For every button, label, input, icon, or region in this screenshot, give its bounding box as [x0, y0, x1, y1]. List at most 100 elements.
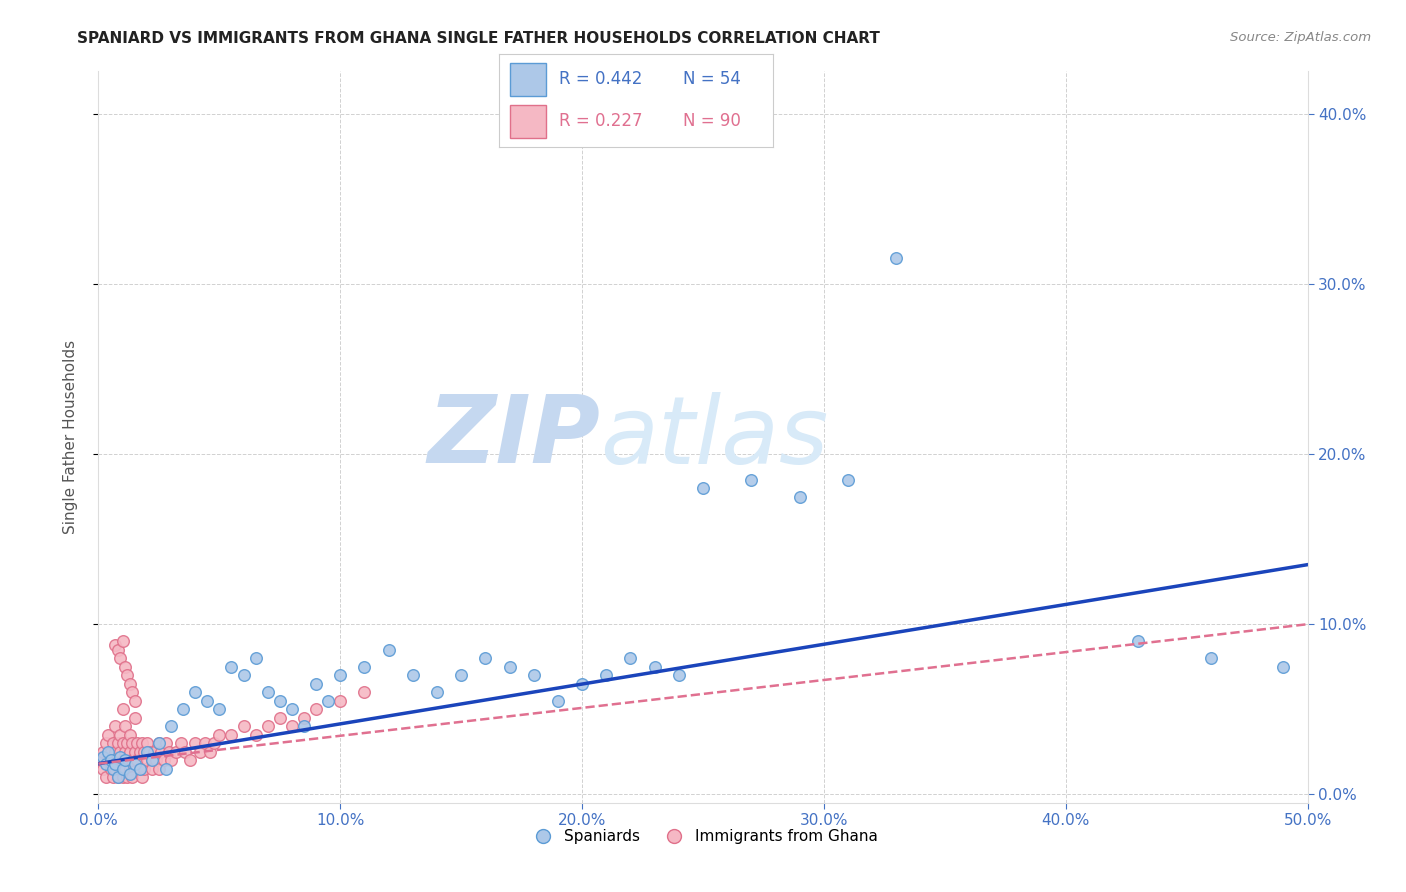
Point — [101, 736, 124, 750]
Point — [450, 668, 472, 682]
Point — [474, 651, 496, 665]
Point — [107, 770, 129, 784]
Point — [595, 668, 617, 682]
Text: N = 90: N = 90 — [683, 112, 741, 130]
Point — [148, 736, 170, 750]
Point — [94, 756, 117, 771]
Point — [104, 756, 127, 771]
Point — [114, 719, 136, 733]
Point — [101, 762, 124, 776]
Point — [195, 694, 218, 708]
Point — [90, 753, 112, 767]
Point — [353, 659, 375, 673]
Point — [789, 490, 811, 504]
Point — [837, 473, 859, 487]
Point — [256, 719, 278, 733]
Point — [107, 753, 129, 767]
Point — [94, 770, 117, 784]
Point — [108, 750, 131, 764]
Point — [104, 762, 127, 776]
Point — [523, 668, 546, 682]
Point — [108, 762, 131, 776]
Point — [152, 753, 174, 767]
Point — [118, 728, 141, 742]
Point — [668, 668, 690, 682]
Point — [124, 694, 146, 708]
Point — [134, 745, 156, 759]
Point — [91, 745, 114, 759]
Point — [104, 638, 127, 652]
Point — [114, 745, 136, 759]
Point — [143, 745, 166, 759]
Text: atlas: atlas — [600, 392, 828, 483]
Point — [118, 762, 141, 776]
Point — [353, 685, 375, 699]
Point — [114, 659, 136, 673]
Point — [108, 745, 131, 759]
Point — [117, 753, 139, 767]
Point — [148, 736, 170, 750]
Point — [118, 745, 141, 759]
Point — [155, 762, 177, 776]
Legend: Spaniards, Immigrants from Ghana: Spaniards, Immigrants from Ghana — [522, 822, 884, 850]
Point — [547, 694, 569, 708]
Point — [141, 753, 163, 767]
Point — [165, 745, 187, 759]
Point — [127, 753, 149, 767]
Point — [174, 745, 197, 759]
Point — [135, 753, 157, 767]
Text: N = 54: N = 54 — [683, 70, 741, 88]
Point — [172, 702, 194, 716]
Text: R = 0.227: R = 0.227 — [560, 112, 643, 130]
Point — [114, 762, 136, 776]
Point — [232, 719, 254, 733]
Point — [131, 736, 153, 750]
Y-axis label: Single Father Households: Single Father Households — [63, 340, 77, 534]
Point — [245, 651, 267, 665]
Point — [281, 719, 304, 733]
Point — [100, 762, 122, 776]
Bar — [510, 63, 546, 95]
Point — [1128, 634, 1150, 648]
Point — [128, 745, 150, 759]
Point — [121, 685, 143, 699]
Point — [128, 762, 150, 776]
Point — [886, 252, 908, 266]
Point — [138, 745, 160, 759]
Point — [108, 728, 131, 742]
Point — [184, 736, 207, 750]
Point — [117, 736, 139, 750]
Point — [148, 762, 170, 776]
Point — [91, 762, 114, 776]
Point — [571, 677, 593, 691]
Point — [127, 736, 149, 750]
Point — [141, 762, 163, 776]
Point — [188, 745, 211, 759]
Point — [104, 719, 127, 733]
Point — [94, 736, 117, 750]
Text: R = 0.442: R = 0.442 — [560, 70, 643, 88]
Point — [1272, 659, 1295, 673]
Point — [107, 736, 129, 750]
Point — [150, 745, 173, 759]
Point — [221, 728, 243, 742]
Point — [97, 745, 120, 759]
Point — [292, 711, 315, 725]
Point — [118, 767, 141, 781]
Point — [194, 736, 217, 750]
Point — [124, 756, 146, 771]
Point — [131, 770, 153, 784]
Point — [108, 651, 131, 665]
Point — [498, 659, 520, 673]
Point — [111, 702, 134, 716]
Point — [160, 753, 183, 767]
Point — [107, 642, 129, 657]
Point — [101, 753, 124, 767]
Text: ZIP: ZIP — [427, 391, 600, 483]
Point — [169, 736, 191, 750]
Point — [377, 642, 399, 657]
Point — [141, 753, 163, 767]
Point — [292, 719, 315, 733]
Point — [329, 694, 352, 708]
Point — [221, 659, 243, 673]
